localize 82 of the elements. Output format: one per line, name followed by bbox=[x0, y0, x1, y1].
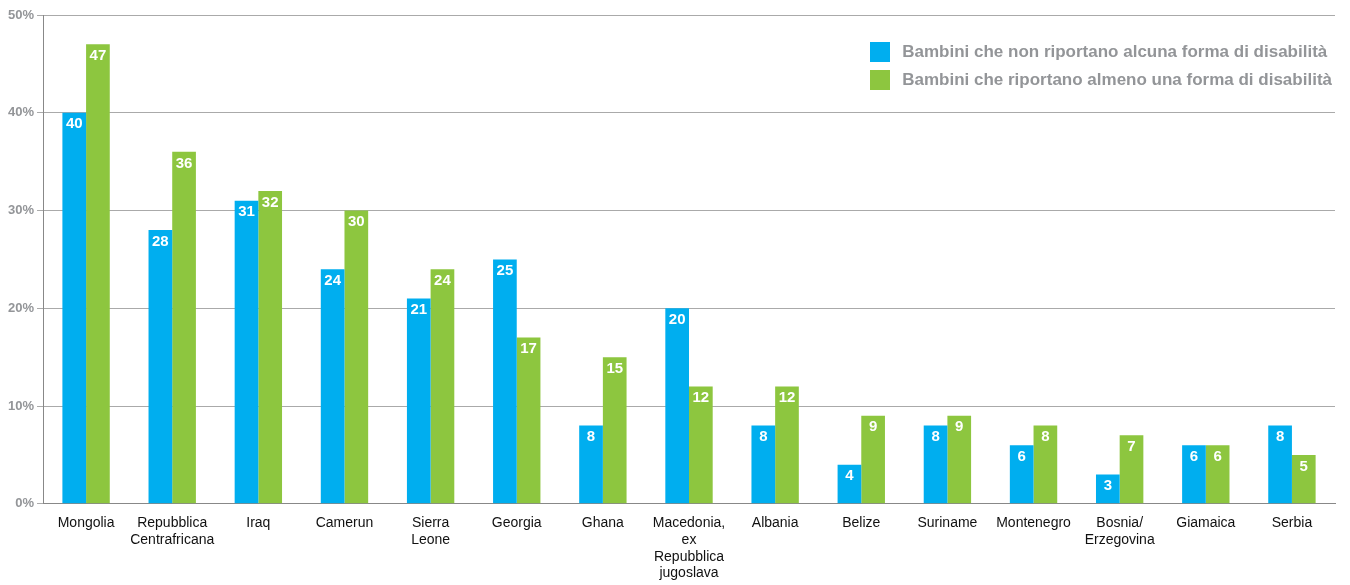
bar bbox=[172, 151, 196, 504]
data-label: 8 bbox=[1041, 427, 1050, 445]
data-label: 6 bbox=[1189, 446, 1199, 464]
data-label: 24 bbox=[434, 270, 452, 288]
bar bbox=[493, 259, 517, 504]
bar bbox=[1095, 474, 1120, 504]
y-tick-label: 40% bbox=[7, 104, 35, 120]
data-label: 15 bbox=[606, 358, 624, 376]
bar bbox=[406, 298, 431, 504]
data-label: 8 bbox=[759, 427, 768, 445]
legend-label: Bambini che riportano almeno una forma di disabilità bbox=[902, 70, 1332, 90]
bar bbox=[751, 425, 776, 504]
y-tick-label: 50% bbox=[7, 6, 35, 22]
data-label: 40 bbox=[65, 114, 83, 132]
bar bbox=[1182, 445, 1206, 504]
x-tick-label: Bosnia/ Erzegovina bbox=[1084, 514, 1155, 547]
data-label: 21 bbox=[410, 300, 428, 318]
data-label: 30 bbox=[347, 212, 365, 230]
x-tick-label: Georgia bbox=[491, 514, 542, 531]
bar bbox=[861, 415, 885, 504]
y-tick-label: 0% bbox=[15, 495, 35, 511]
data-label: 32 bbox=[261, 192, 279, 210]
bar bbox=[665, 308, 690, 504]
bar bbox=[689, 386, 713, 504]
bar bbox=[602, 357, 627, 504]
data-label: 6 bbox=[1017, 446, 1026, 464]
data-label: 24 bbox=[324, 270, 342, 288]
x-tick-label: Sierra Leone bbox=[411, 514, 451, 547]
bar bbox=[1291, 454, 1316, 504]
bar bbox=[775, 386, 799, 504]
x-tick-label: Belize bbox=[842, 514, 881, 531]
x-tick-label: Mongolia bbox=[57, 514, 115, 531]
bar bbox=[1268, 425, 1292, 504]
bar bbox=[148, 230, 173, 504]
data-label: 12 bbox=[692, 388, 710, 406]
bar bbox=[62, 112, 87, 504]
bar bbox=[1033, 425, 1058, 504]
data-label: 12 bbox=[778, 388, 796, 406]
bar bbox=[1009, 445, 1034, 504]
data-label: 36 bbox=[175, 153, 193, 171]
x-tick-label: Ghana bbox=[581, 514, 625, 531]
legend-label: Bambini che non riportano alcuna forma di disabilità bbox=[902, 42, 1328, 62]
data-label: 9 bbox=[955, 417, 964, 435]
bar bbox=[258, 190, 283, 504]
x-tick-label: Iraq bbox=[246, 514, 271, 531]
data-label: 8 bbox=[931, 427, 940, 445]
bar bbox=[86, 44, 110, 504]
x-tick-label: Suriname bbox=[917, 514, 978, 531]
bar bbox=[344, 210, 369, 504]
bar bbox=[1119, 435, 1144, 504]
bar bbox=[1205, 445, 1230, 504]
x-tick-label: Albania bbox=[751, 514, 799, 531]
x-tick-label: Repubblica Centrafricana bbox=[130, 514, 215, 547]
y-tick-label: 20% bbox=[7, 299, 35, 315]
data-label: 20 bbox=[668, 309, 686, 327]
bar bbox=[320, 269, 345, 504]
y-tick-label: 30% bbox=[7, 202, 35, 218]
data-label: 25 bbox=[496, 261, 514, 279]
data-label: 6 bbox=[1213, 446, 1222, 464]
bar bbox=[947, 415, 972, 504]
data-label: 17 bbox=[520, 339, 537, 357]
bar bbox=[430, 269, 455, 504]
x-tick-label: Montenegro bbox=[996, 514, 1072, 531]
bar bbox=[234, 200, 259, 504]
bar bbox=[579, 425, 603, 504]
data-label: 8 bbox=[1275, 427, 1285, 445]
x-tick-label: Macedonia, ex Repubblica jugoslava bbox=[652, 514, 726, 581]
data-label: 7 bbox=[1127, 437, 1136, 455]
data-label: 5 bbox=[1299, 456, 1308, 474]
data-label: 8 bbox=[586, 427, 596, 445]
data-label: 31 bbox=[238, 202, 255, 220]
bar bbox=[923, 425, 948, 504]
x-tick-label: Serbia bbox=[1271, 514, 1313, 531]
bar bbox=[516, 337, 541, 504]
data-label: 3 bbox=[1103, 476, 1112, 494]
data-label: 4 bbox=[845, 466, 855, 484]
y-tick-label: 10% bbox=[7, 397, 35, 413]
data-label: 28 bbox=[152, 231, 169, 249]
x-tick-label: Camerun bbox=[315, 514, 374, 531]
data-label: 9 bbox=[868, 417, 878, 435]
x-tick-label: Giamaica bbox=[1176, 514, 1236, 531]
data-label: 47 bbox=[89, 45, 107, 63]
